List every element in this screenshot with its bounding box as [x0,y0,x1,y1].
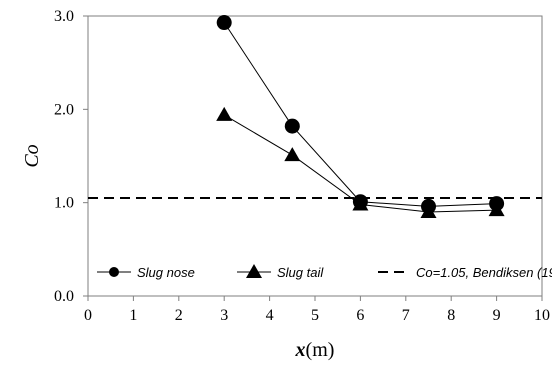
series-line-circle [223,22,497,207]
legend-marker-triangle [246,264,262,278]
y-axis-ticks: 0.0 1.0 2.0 3.0 [54,8,88,305]
data-point-triangle [352,196,369,211]
data-point-circle [284,118,300,134]
x-tick-label: 5 [311,307,319,324]
data-point-triangle [284,147,301,162]
x-tick-label: 10 [534,307,550,324]
x-axis-title: x(m) [295,339,335,361]
x-axis-title-variable: x [295,339,306,361]
x-axis-title-unit: (m) [306,339,335,361]
data-point-triangle [420,204,437,218]
plot-frame [87,15,543,297]
y-tick-label: 3.0 [54,8,74,25]
legend-label: Slug nose [137,265,195,280]
data-point-triangle [216,106,233,121]
x-tick-label: 4 [266,307,274,324]
x-tick-label: 8 [447,307,455,324]
x-tick-label: 6 [356,307,364,324]
y-tick-label: 2.0 [54,101,74,118]
legend-marker-circle [109,267,119,277]
legend-label: Slug tail [277,265,324,280]
data-point-circle [216,15,232,31]
legend-label: Co=1.05, Bendiksen (1984) [416,265,552,280]
y-axis-title: Co [21,144,43,167]
x-axis-ticks: 0 1 2 3 4 5 6 7 8 9 10 [84,296,550,324]
y-tick-label: 0.0 [54,288,74,305]
x-tick-label: 0 [84,307,92,324]
x-tick-label: 7 [402,307,410,324]
x-tick-label: 2 [175,307,183,324]
y-tick-label: 1.0 [54,195,74,212]
data-point-triangle [488,202,505,217]
series-layer [216,15,505,218]
legend: Slug nose Slug tail Co=1.05, Bendiksen (19… [97,264,552,280]
x-tick-label: 9 [493,307,501,324]
x-tick-label: 1 [129,307,137,324]
plot-border [87,15,543,297]
x-tick-label: 3 [220,307,228,324]
